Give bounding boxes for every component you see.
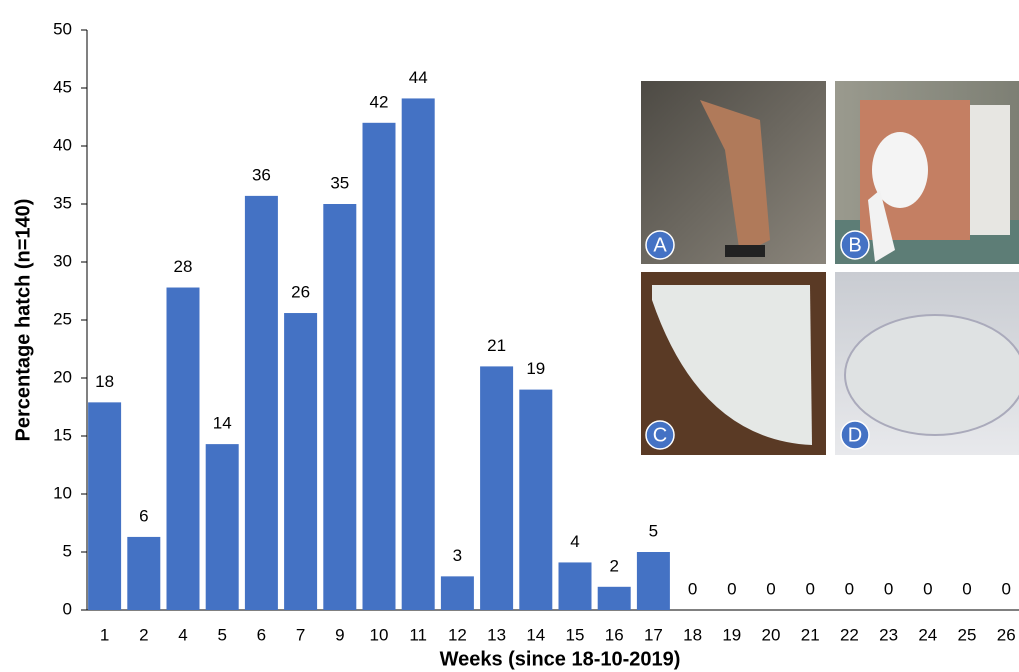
bar — [127, 536, 161, 610]
inset-label: A — [653, 234, 667, 256]
x-tick-label: 19 — [722, 625, 741, 644]
bar — [88, 402, 122, 610]
value-label: 36 — [252, 165, 271, 184]
bar — [401, 98, 435, 610]
y-tick-label: 35 — [53, 193, 72, 212]
value-label: 35 — [330, 173, 349, 192]
y-tick-label: 0 — [63, 599, 72, 618]
value-label: 26 — [291, 283, 310, 302]
x-tick-label: 25 — [958, 625, 977, 644]
value-label: 42 — [370, 92, 389, 111]
value-label: 0 — [962, 579, 971, 598]
bar — [440, 576, 474, 610]
x-tick-label: 20 — [762, 625, 781, 644]
x-tick-label: 13 — [487, 625, 506, 644]
inset-label: C — [653, 424, 667, 446]
bar — [362, 122, 396, 611]
x-tick-label: 23 — [879, 625, 898, 644]
value-label: 0 — [688, 579, 697, 598]
inset-badge — [840, 420, 870, 450]
value-label: 19 — [526, 359, 545, 378]
value-label: 4 — [570, 532, 579, 551]
value-label: 0 — [923, 579, 932, 598]
value-label: 0 — [1001, 579, 1010, 598]
y-tick-label: 15 — [53, 425, 72, 444]
inset-badge — [645, 230, 675, 260]
bar — [205, 444, 239, 610]
x-tick-label: 10 — [370, 625, 389, 644]
y-tick-label: 50 — [53, 19, 72, 38]
x-tick-label: 2 — [139, 625, 148, 644]
x-tick-label: 17 — [644, 625, 663, 644]
photo-b — [835, 81, 1019, 264]
value-label: 5 — [649, 521, 658, 540]
photo-a — [641, 81, 826, 264]
y-tick-label: 25 — [53, 309, 72, 328]
y-tick-label: 40 — [53, 135, 72, 154]
x-tick-label: 5 — [217, 625, 226, 644]
x-tick-label: 18 — [683, 625, 702, 644]
y-tick-label: 20 — [53, 367, 72, 386]
x-tick-label: 14 — [526, 625, 545, 644]
x-tick-label: 7 — [296, 625, 305, 644]
x-tick-label: 12 — [448, 625, 467, 644]
value-label: 14 — [213, 414, 232, 433]
y-tick-label: 30 — [53, 251, 72, 270]
bar — [244, 195, 278, 610]
x-tick-label: 9 — [335, 625, 344, 644]
bar — [636, 552, 670, 610]
photo-c — [641, 272, 826, 455]
x-tick-label: 22 — [840, 625, 859, 644]
value-label: 0 — [805, 579, 814, 598]
bar — [480, 366, 514, 610]
photo-d — [835, 272, 1019, 455]
y-axis-title: Percentage hatch (n=140) — [12, 199, 34, 442]
x-tick-label: 16 — [605, 625, 624, 644]
inset-badge — [840, 230, 870, 260]
value-label: 0 — [766, 579, 775, 598]
x-tick-label: 26 — [997, 625, 1016, 644]
x-tick-label: 15 — [566, 625, 585, 644]
bar — [166, 287, 200, 610]
bar — [558, 562, 592, 610]
value-label: 0 — [845, 579, 854, 598]
inset-label: B — [848, 234, 861, 256]
inset-badge — [645, 420, 675, 450]
inset-label: D — [848, 424, 862, 446]
value-label: 0 — [884, 579, 893, 598]
y-tick-label: 5 — [63, 541, 72, 560]
bar — [519, 389, 553, 610]
value-label: 21 — [487, 336, 506, 355]
bar — [323, 204, 357, 610]
value-label: 3 — [453, 546, 462, 565]
x-tick-label: 24 — [918, 625, 937, 644]
x-tick-label: 4 — [178, 625, 187, 644]
x-tick-label: 1 — [100, 625, 109, 644]
x-axis-title: Weeks (since 18-10-2019) — [440, 648, 681, 670]
x-tick-label: 6 — [257, 625, 266, 644]
value-label: 2 — [609, 556, 618, 575]
value-label: 44 — [409, 68, 428, 87]
y-tick-label: 45 — [53, 77, 72, 96]
bar — [284, 313, 318, 610]
y-tick-label: 10 — [53, 483, 72, 502]
value-label: 0 — [727, 579, 736, 598]
value-label: 28 — [174, 257, 193, 276]
x-tick-label: 11 — [409, 625, 427, 644]
value-label: 18 — [95, 372, 114, 391]
bar — [597, 586, 631, 610]
x-tick-label: 21 — [801, 625, 820, 644]
value-label: 6 — [139, 506, 148, 525]
